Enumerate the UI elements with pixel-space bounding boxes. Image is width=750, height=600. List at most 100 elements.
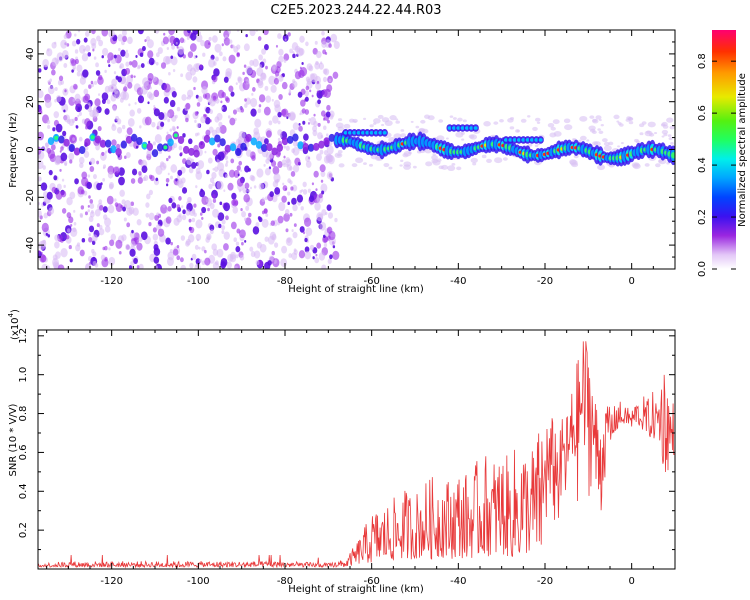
spectrogram-noise-cell xyxy=(326,171,333,180)
spectrogram-noise-cell xyxy=(223,189,226,192)
spectrogram-noise-cell xyxy=(228,54,236,64)
spectrogram-noise-cell xyxy=(44,64,48,67)
spectrogram-noise-cell xyxy=(217,162,225,172)
spectrogram-noise-cell xyxy=(46,48,53,57)
spectrogram-noise-cell xyxy=(299,226,305,233)
spectrogram-noise-cell xyxy=(263,138,269,145)
spectrogram-noise-cell xyxy=(330,33,338,43)
spectrogram-noise-cell xyxy=(638,123,645,128)
spectrogram-noise-cell xyxy=(326,84,333,93)
spectrogram-noise-cell xyxy=(494,157,503,164)
spectrogram-noise-cell xyxy=(63,34,68,40)
spectrogram-noise-cell xyxy=(383,162,390,168)
spectrogram-noise-cell xyxy=(283,213,290,222)
spectrogram-noise-cell xyxy=(178,213,182,218)
spectrogram-noise-cell xyxy=(38,176,42,182)
spectrogram-noise-cell xyxy=(273,77,279,85)
spectrogram-noise-cell xyxy=(212,95,217,101)
spectrogram-noise-cell xyxy=(309,116,317,126)
spectrogram-noise-cell xyxy=(201,195,209,205)
spectrogram-noise-cell xyxy=(171,44,175,50)
spectrogram-noise-cell xyxy=(193,203,197,208)
spectrogram-noise-cell xyxy=(292,122,299,131)
spectrogram-noise-cell xyxy=(201,246,206,252)
spectrogram-noise-cell xyxy=(167,172,170,176)
spectrogram-noise-cell xyxy=(156,223,162,231)
spectrogram-noise-cell xyxy=(320,179,324,183)
spectrogram-noise-cell xyxy=(278,201,286,212)
spectrogram-noise-cell xyxy=(187,51,194,59)
spectrogram-band-core xyxy=(142,143,147,148)
spectrogram-noise-cell xyxy=(167,118,171,123)
spectrogram-noise-cell xyxy=(328,78,332,83)
spectrogram-noise-cell xyxy=(274,104,281,113)
spectrogram-noise-cell xyxy=(138,171,142,176)
spectrogram-noise-cell xyxy=(669,125,675,130)
spectrogram-noise-cell xyxy=(186,64,193,72)
spectrogram-noise-cell xyxy=(457,117,463,122)
spectrogram-noise-cell xyxy=(425,161,433,167)
spectrogram-noise-cell xyxy=(245,65,253,75)
spectrogram-noise-cell xyxy=(140,85,148,95)
spectrogram-noise-cell xyxy=(92,260,97,267)
spectrogram-noise-cell xyxy=(277,111,282,118)
spectrogram-noise-cell xyxy=(589,115,595,119)
spectrogram-noise-cell xyxy=(232,109,238,115)
spectrogram-ytick-label: 40 xyxy=(25,48,36,61)
spectrogram-noise-cell xyxy=(238,130,246,140)
spectrogram-noise-cell xyxy=(670,142,674,145)
spectrogram-noise-cell xyxy=(104,217,111,227)
spectrogram-noise-cell xyxy=(179,151,183,156)
spectrogram-noise-cell xyxy=(325,111,331,118)
spectrogram-noise-cell xyxy=(188,218,192,223)
spectrogram-noise-cell xyxy=(139,125,142,129)
spectrogram-heatmap xyxy=(38,30,675,269)
spectrogram-band-mid xyxy=(525,138,530,142)
spectrogram-noise-cell xyxy=(185,209,191,216)
spectrogram-noise-cell xyxy=(187,196,192,203)
spectrogram-noise-cell xyxy=(147,157,150,161)
spectrogram-noise-cell xyxy=(102,178,106,182)
spectrogram-noise-cell xyxy=(76,38,81,45)
spectrogram-noise-cell xyxy=(221,106,224,110)
spectrogram-noise-cell xyxy=(42,165,46,170)
spectrogram-noise-cell xyxy=(520,118,527,123)
spectrogram-noise-cell xyxy=(319,221,327,231)
spectrogram-noise-cell xyxy=(309,89,312,93)
spectrogram-noise-cell xyxy=(76,71,81,77)
spectrogram-noise-cell xyxy=(249,174,255,181)
spectrogram-noise-cell xyxy=(172,68,176,73)
spectrogram-band-cell xyxy=(240,142,247,151)
spectrogram-noise-cell xyxy=(195,219,203,229)
spectrogram-noise-cell xyxy=(613,114,620,120)
spectrogram-noise-cell xyxy=(166,183,169,187)
spectrogram-noise-cell xyxy=(212,208,219,218)
spectrogram-noise-cell xyxy=(241,211,247,218)
spectrogram-noise-cell xyxy=(117,76,123,83)
spectrogram-noise-cell xyxy=(191,253,197,260)
spectrogram-noise-cell xyxy=(124,83,127,87)
spectrogram-band-cell xyxy=(146,142,153,151)
spectrogram-noise-cell xyxy=(271,98,274,102)
spectrogram-noise-cell xyxy=(78,111,82,116)
spectrogram-noise-cell xyxy=(56,52,64,62)
spectrogram-noise-cell xyxy=(231,44,235,49)
spectrogram-noise-cell xyxy=(221,91,226,98)
spectrogram-noise-cell xyxy=(176,204,181,209)
spectrogram-noise-cell xyxy=(153,256,160,264)
spectrogram-noise-cell xyxy=(63,114,71,123)
spectrogram-noise-cell xyxy=(47,124,51,130)
spectrogram-noise-cell xyxy=(264,236,269,242)
spectrogram-noise-cell xyxy=(289,180,293,185)
spectrogram-noise-cell xyxy=(304,237,308,243)
spectrogram-noise-cell xyxy=(98,74,103,81)
spectrogram-noise-cell xyxy=(284,209,290,215)
spectrogram-noise-cell xyxy=(60,146,64,151)
spectrogram-noise-cell xyxy=(62,50,69,59)
spectrogram-noise-cell xyxy=(166,112,171,118)
spectrogram-noise-cell xyxy=(244,240,247,243)
spectrogram-band-core xyxy=(163,145,168,150)
spectrogram-noise-cell xyxy=(298,122,301,126)
spectrogram-noise-cell xyxy=(102,166,105,170)
spectrogram-noise-cell xyxy=(84,104,90,110)
